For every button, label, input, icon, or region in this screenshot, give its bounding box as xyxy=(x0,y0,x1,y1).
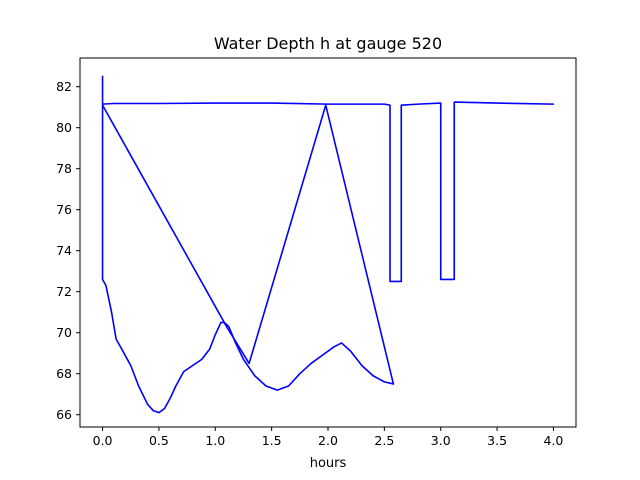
x-tick-label: 3.0 xyxy=(431,433,451,448)
y-tick-label: 66 xyxy=(56,407,72,422)
series-line-3 xyxy=(101,104,395,385)
x-tick-label: 0.0 xyxy=(93,433,113,448)
x-axis-label: hours xyxy=(310,456,347,471)
series-line-1 xyxy=(101,75,555,283)
chart-title: Water Depth h at gauge 520 xyxy=(214,34,442,53)
x-axis: 0.0 0.5 1.0 1.5 2.0 2.5 3.0 3.5 4.0 xyxy=(93,427,564,448)
y-tick-label: 76 xyxy=(56,202,72,217)
y-tick-label: 78 xyxy=(56,161,72,176)
y-tick-label: 80 xyxy=(56,120,72,135)
x-tick-label: 2.0 xyxy=(318,433,338,448)
y-tick-label: 70 xyxy=(56,325,72,340)
x-tick-label: 4.0 xyxy=(544,433,564,448)
y-tick-label: 68 xyxy=(56,366,72,381)
x-tick-label: 1.0 xyxy=(205,433,225,448)
y-tick-label: 72 xyxy=(56,284,72,299)
x-tick-label: 0.5 xyxy=(149,433,169,448)
x-tick-label: 1.5 xyxy=(262,433,282,448)
y-tick-label: 74 xyxy=(56,243,72,258)
series-line-2 xyxy=(101,104,395,414)
plot-area xyxy=(79,57,577,428)
y-axis: 66 68 70 72 74 76 78 80 82 xyxy=(56,79,80,422)
y-tick-label: 82 xyxy=(56,79,72,94)
x-tick-label: 2.5 xyxy=(374,433,394,448)
series-layer xyxy=(101,75,555,414)
x-tick-label: 3.5 xyxy=(487,433,507,448)
